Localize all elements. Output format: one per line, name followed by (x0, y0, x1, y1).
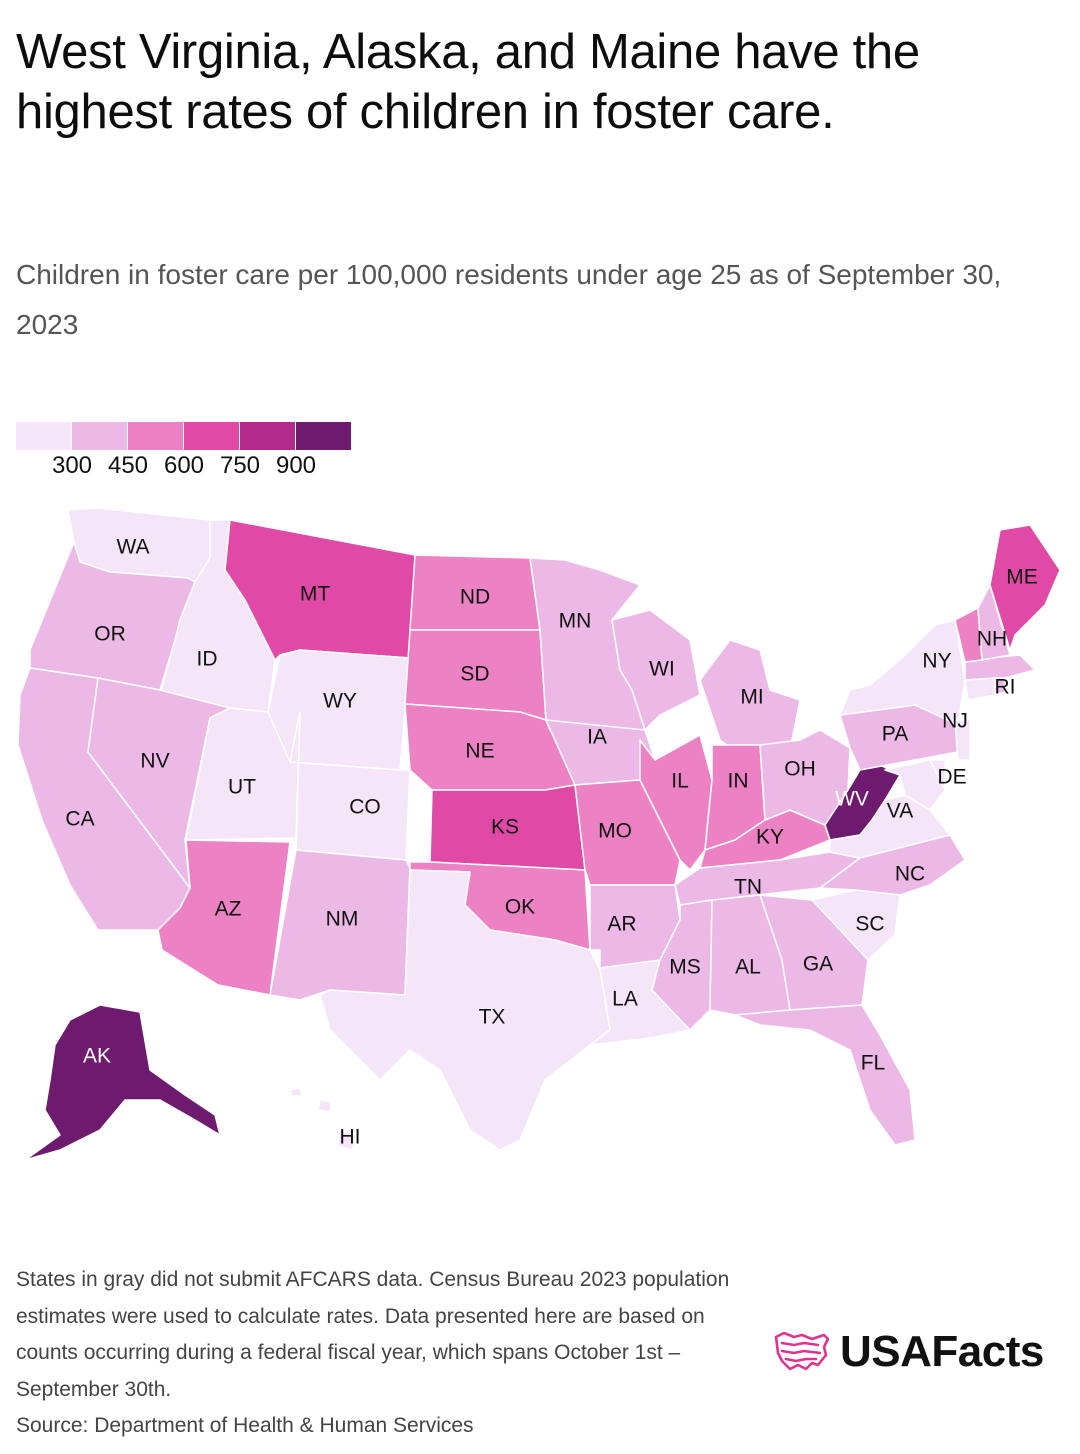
legend-tick-label: 300 (51, 452, 93, 479)
state-me (989, 524, 1061, 651)
state-label-mi: MI (740, 686, 763, 709)
state-fl (734, 1004, 916, 1146)
state-label-wv: WV (835, 788, 869, 811)
state-il (639, 734, 713, 871)
state-label-hi: HI (340, 1126, 361, 1149)
state-nh (977, 584, 1011, 661)
state-label-nv: NV (140, 750, 169, 773)
legend-swatch-2 (128, 422, 183, 450)
state-label-va: VA (887, 800, 913, 823)
state-label-wi: WI (649, 658, 675, 681)
state-ak (24, 1004, 221, 1161)
state-az (157, 839, 291, 996)
legend-tick-label: 450 (107, 452, 149, 479)
state-label-nj: NJ (942, 710, 968, 733)
state-label-nh: NH (977, 628, 1007, 651)
state-label-ok: OK (505, 896, 535, 919)
state-label-nd: ND (460, 586, 490, 609)
state-label-pa: PA (882, 723, 908, 746)
state-label-ut: UT (228, 776, 256, 799)
state-label-mn: MN (559, 610, 592, 633)
state-label-sd: SD (460, 663, 489, 686)
state-ct (964, 677, 996, 701)
state-label-id: ID (197, 648, 218, 671)
state-label-al: AL (735, 956, 761, 979)
state-label-la: LA (612, 988, 638, 1011)
state-ma (964, 654, 1036, 681)
state-ga (759, 894, 869, 1011)
legend-swatch-1 (72, 422, 127, 450)
brand-name: USAFacts (840, 1327, 1044, 1376)
state-label-ne: NE (465, 740, 494, 763)
state-nj (954, 719, 971, 761)
state-label-ak: AK (83, 1045, 111, 1068)
chart-subtitle: Children in foster care per 100,000 resi… (16, 259, 1002, 340)
state-label-or: OR (94, 623, 126, 646)
chart-title: West Virginia, Alaska, and Maine have th… (16, 25, 920, 139)
state-label-me: ME (1006, 566, 1038, 589)
legend-bar (16, 422, 352, 450)
state-tx (319, 869, 611, 1151)
state-label-in: IN (728, 770, 749, 793)
legend-swatch-0 (16, 422, 71, 450)
state-label-ri: RI (995, 676, 1016, 699)
state-label-ks: KS (491, 816, 519, 839)
legend-tick-label: 750 (219, 452, 261, 479)
state-label-ar: AR (607, 913, 636, 936)
state-label-wa: WA (116, 536, 149, 559)
state-hi (289, 1087, 357, 1151)
state-label-fl: FL (861, 1052, 886, 1075)
state-label-co: CO (349, 796, 381, 819)
state-label-mo: MO (598, 820, 632, 843)
map-svg: WA OR CA ID NV UT AZ MT WY CO NM ND SD NE KS OK TX MN IA MO… (17, 507, 1061, 1161)
state-label-il: IL (671, 770, 689, 793)
state-label-mt: MT (300, 583, 330, 606)
footnote-text: States in gray did not submit AFCARS dat… (16, 1268, 730, 1401)
state-label-ky: KY (756, 826, 784, 849)
state-label-wy: WY (323, 690, 357, 713)
usafacts-flag-icon (774, 1331, 830, 1371)
state-label-ms: MS (669, 956, 701, 979)
state-label-nc: NC (895, 863, 925, 886)
state-label-tx: TX (479, 1006, 506, 1029)
state-label-tn: TN (734, 876, 762, 899)
state-label-nm: NM (326, 908, 359, 931)
state-wi (611, 609, 701, 731)
state-label-oh: OH (784, 758, 816, 781)
state-label-ny: NY (922, 650, 951, 673)
state-label-ga: GA (803, 953, 833, 976)
footnote: States in gray did not submit AFCARS dat… (16, 1262, 756, 1445)
state-ny (839, 619, 966, 726)
state-label-sc: SC (855, 913, 884, 936)
state-label-ca: CA (65, 808, 94, 831)
state-label-de: DE (937, 766, 966, 789)
us-choropleth-map: WA OR CA ID NV UT AZ MT WY CO NM ND SD NE KS OK TX MN IA MO… (0, 490, 1080, 1180)
state-label-ia: IA (587, 726, 607, 749)
legend-swatch-4 (240, 422, 295, 450)
state-label-az: AZ (215, 898, 242, 921)
state-md (884, 759, 946, 811)
source-text: Source: Department of Health & Human Ser… (16, 1414, 474, 1437)
legend-tick-label: 900 (275, 452, 317, 479)
legend-tick-label: 600 (163, 452, 205, 479)
legend-swatch-3 (184, 422, 239, 450)
legend-swatch-5 (296, 422, 351, 450)
color-legend: 300 450 600 750 900 (16, 422, 356, 482)
brand-logo: USAFacts (772, 1322, 1072, 1382)
